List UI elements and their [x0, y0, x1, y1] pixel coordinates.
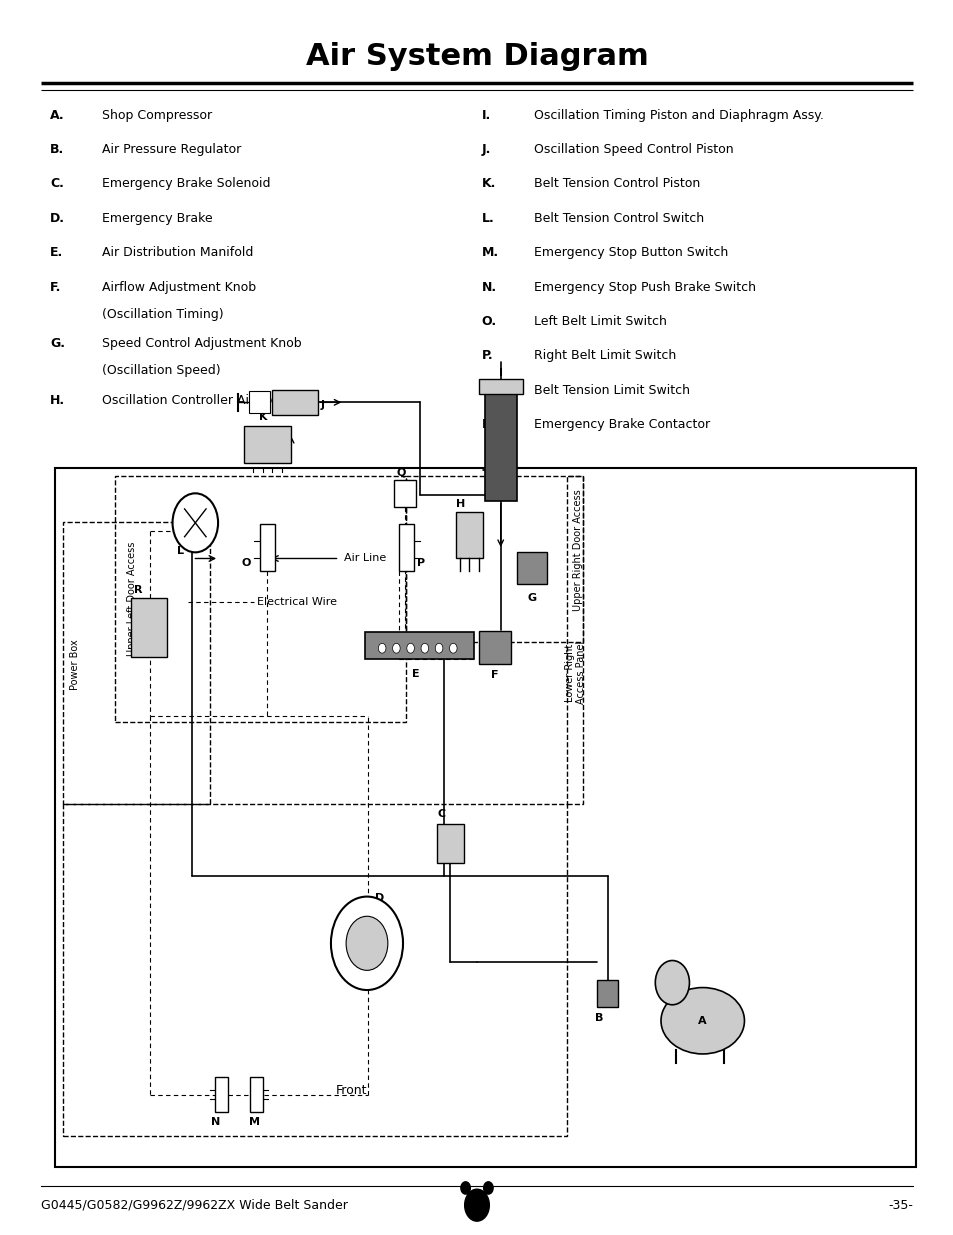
Text: Belt Tension Limit Switch: Belt Tension Limit Switch: [534, 384, 689, 396]
Text: Left Belt Limit Switch: Left Belt Limit Switch: [534, 315, 666, 329]
Bar: [478, 379, 522, 394]
Text: Power Box: Power Box: [70, 638, 80, 689]
Bar: [517, 552, 547, 584]
Text: Oscillation Controller Air Fork: Oscillation Controller Air Fork: [102, 394, 285, 406]
Text: Emergency Brake Solenoid: Emergency Brake Solenoid: [102, 178, 271, 190]
Circle shape: [393, 643, 399, 653]
Text: Right Belt Limit Switch: Right Belt Limit Switch: [534, 350, 676, 363]
Text: A.: A.: [51, 109, 65, 121]
Text: Speed Control Adjustment Knob: Speed Control Adjustment Knob: [102, 337, 302, 351]
Circle shape: [435, 643, 442, 653]
Text: L.: L.: [481, 211, 494, 225]
Circle shape: [483, 1182, 493, 1194]
Text: K.: K.: [481, 178, 496, 190]
Text: I.: I.: [481, 109, 491, 121]
Text: (Oscillation Speed): (Oscillation Speed): [102, 364, 221, 377]
Text: Front: Front: [335, 1084, 367, 1098]
Text: I: I: [498, 368, 502, 378]
Bar: [436, 824, 463, 863]
Text: R: R: [133, 585, 142, 595]
Text: O.: O.: [481, 315, 497, 329]
Circle shape: [464, 1189, 489, 1221]
Text: Air System Diagram: Air System Diagram: [305, 42, 648, 72]
Text: Emergency Stop Push Brake Switch: Emergency Stop Push Brake Switch: [534, 280, 755, 294]
Text: C.: C.: [51, 178, 64, 190]
Text: D: D: [375, 893, 383, 903]
Text: Oscillation Timing Piston and Diaphragm Assy.: Oscillation Timing Piston and Diaphragm …: [534, 109, 823, 121]
Text: Emergency Brake Contactor: Emergency Brake Contactor: [534, 419, 709, 431]
Text: Electrical Wire: Electrical Wire: [256, 597, 336, 606]
Text: O: O: [242, 558, 251, 568]
Bar: [250, 1077, 262, 1112]
Text: J: J: [320, 400, 324, 410]
Text: Q.: Q.: [481, 384, 497, 396]
Text: M.: M.: [481, 246, 498, 259]
Text: L: L: [176, 546, 183, 556]
Circle shape: [346, 916, 388, 971]
Text: C: C: [436, 809, 445, 819]
Text: G: G: [527, 593, 536, 603]
Bar: [597, 981, 618, 1008]
Bar: [272, 390, 317, 415]
Text: N.: N.: [481, 280, 497, 294]
Text: B: B: [594, 1014, 602, 1024]
Text: Air Distribution Manifold: Air Distribution Manifold: [102, 246, 253, 259]
Text: G0445/G0582/G9962Z/9962ZX Wide Belt Sander: G0445/G0582/G9962Z/9962ZX Wide Belt Sand…: [41, 1199, 347, 1212]
Bar: [456, 511, 482, 558]
Circle shape: [331, 897, 402, 990]
Text: Belt Tension Control Piston: Belt Tension Control Piston: [534, 178, 700, 190]
Text: Shop Compressor: Shop Compressor: [102, 109, 213, 121]
Text: Lower Right
Access Panel: Lower Right Access Panel: [564, 641, 586, 704]
Text: Upper Left Door Access: Upper Left Door Access: [127, 542, 136, 656]
Text: Air Line: Air Line: [344, 553, 386, 563]
Circle shape: [406, 643, 414, 653]
Bar: [215, 1077, 228, 1112]
Text: J.: J.: [481, 143, 491, 156]
Text: E.: E.: [51, 246, 64, 259]
Text: Oscillation Speed Control Piston: Oscillation Speed Control Piston: [534, 143, 733, 156]
Text: K: K: [259, 412, 268, 422]
Bar: [243, 426, 291, 463]
Text: M: M: [249, 1116, 259, 1126]
Ellipse shape: [660, 988, 743, 1053]
Text: Belt Tension Control Switch: Belt Tension Control Switch: [534, 211, 703, 225]
Text: F.: F.: [51, 280, 62, 294]
Text: (Oscillation Timing): (Oscillation Timing): [102, 308, 224, 321]
Text: -35-: -35-: [887, 1199, 912, 1212]
Text: F: F: [491, 671, 498, 680]
Bar: [259, 524, 274, 571]
Bar: [484, 390, 517, 500]
Bar: [249, 391, 270, 414]
Text: A: A: [698, 1015, 706, 1026]
Text: Emergency Stop Button Switch: Emergency Stop Button Switch: [534, 246, 727, 259]
Bar: [478, 631, 511, 664]
Circle shape: [172, 493, 218, 552]
Text: R.: R.: [481, 419, 496, 431]
Bar: [398, 524, 414, 571]
Text: H.: H.: [51, 394, 65, 406]
Text: P.: P.: [481, 350, 493, 363]
Bar: [394, 480, 416, 506]
Text: Emergency Brake: Emergency Brake: [102, 211, 213, 225]
Text: H: H: [456, 499, 465, 509]
Circle shape: [460, 1182, 470, 1194]
Text: Air Pressure Regulator: Air Pressure Regulator: [102, 143, 241, 156]
Text: G.: G.: [51, 337, 65, 351]
Text: B.: B.: [51, 143, 65, 156]
Text: D.: D.: [51, 211, 65, 225]
Circle shape: [655, 961, 689, 1005]
Bar: [131, 598, 167, 657]
Text: N: N: [211, 1116, 219, 1126]
Text: Airflow Adjustment Knob: Airflow Adjustment Knob: [102, 280, 256, 294]
Circle shape: [420, 643, 428, 653]
Circle shape: [378, 643, 386, 653]
Text: E: E: [411, 669, 418, 679]
Text: Upper Right Door Access: Upper Right Door Access: [573, 489, 583, 611]
Text: P: P: [416, 558, 425, 568]
Text: Q: Q: [395, 467, 405, 478]
Bar: [365, 632, 474, 659]
Circle shape: [449, 643, 456, 653]
